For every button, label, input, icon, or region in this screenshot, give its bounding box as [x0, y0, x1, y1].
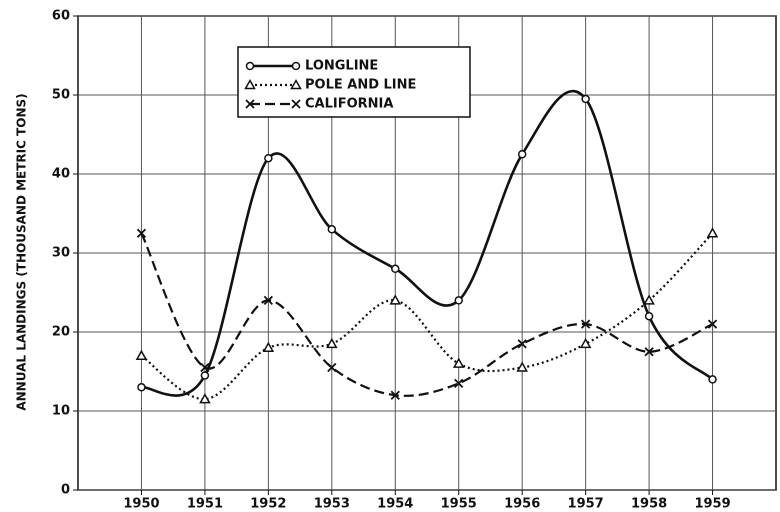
marker — [454, 378, 464, 388]
marker — [199, 393, 211, 404]
x-tick-label: 1957 — [568, 497, 604, 512]
x-tick-label: 1954 — [377, 497, 413, 512]
marker — [454, 296, 463, 305]
marker — [291, 61, 301, 71]
y-tick-label: 10 — [52, 404, 70, 419]
y-tick-label: 40 — [52, 167, 70, 182]
marker — [708, 375, 717, 384]
marker — [136, 228, 147, 238]
marker — [707, 319, 718, 329]
x-tick-label: 1952 — [250, 497, 286, 512]
legend: LONGLINE POLE AND LINE CALIFORNIA — [237, 46, 471, 118]
y-tick-label: 30 — [52, 246, 70, 261]
marker — [581, 94, 590, 104]
x-tick-label: 1955 — [441, 497, 477, 512]
x-tick-label: 1959 — [694, 497, 730, 512]
marker — [644, 347, 654, 357]
series-line — [140, 232, 714, 397]
marker — [245, 61, 255, 71]
x-tick-label: 1956 — [504, 497, 540, 512]
marker — [262, 341, 275, 353]
marker — [290, 78, 302, 90]
marker — [326, 337, 338, 349]
legend-label: POLE AND LINE — [305, 78, 416, 93]
marker — [391, 264, 400, 274]
y-tick-label: 0 — [61, 483, 70, 498]
marker — [245, 99, 255, 109]
marker — [137, 383, 146, 392]
marker — [580, 319, 591, 329]
marker — [390, 390, 400, 400]
marker — [452, 357, 465, 368]
marker — [643, 294, 655, 305]
marker — [264, 153, 273, 163]
y-tick-label: 20 — [52, 325, 70, 340]
legend-label: CALIFORNIA — [305, 97, 393, 112]
x-tick-label: 1950 — [123, 497, 159, 512]
legend-box — [237, 46, 471, 118]
x-tick-label: 1958 — [631, 497, 667, 512]
marker — [579, 337, 592, 349]
marker — [327, 225, 337, 234]
legend-label: LONGLINE — [305, 59, 378, 74]
series-line — [141, 90, 714, 397]
marker — [200, 371, 210, 380]
marker — [706, 227, 719, 238]
marker — [244, 78, 256, 90]
marker — [644, 311, 654, 321]
y-axis-label: ANNUAL LANDINGS (THOUSAND METRIC TONS) — [15, 93, 29, 410]
marker — [516, 361, 528, 372]
marker — [263, 295, 274, 306]
marker — [291, 99, 301, 109]
marker — [517, 339, 527, 349]
marker — [517, 150, 527, 159]
x-tick-label: 1951 — [187, 497, 223, 512]
marker — [135, 349, 148, 360]
marker — [327, 362, 337, 373]
x-tick-label: 1953 — [314, 497, 350, 512]
series-line — [140, 232, 714, 401]
marker — [389, 294, 402, 305]
y-tick-label: 60 — [52, 9, 70, 24]
y-tick-label: 50 — [52, 88, 70, 103]
marker — [200, 362, 210, 373]
